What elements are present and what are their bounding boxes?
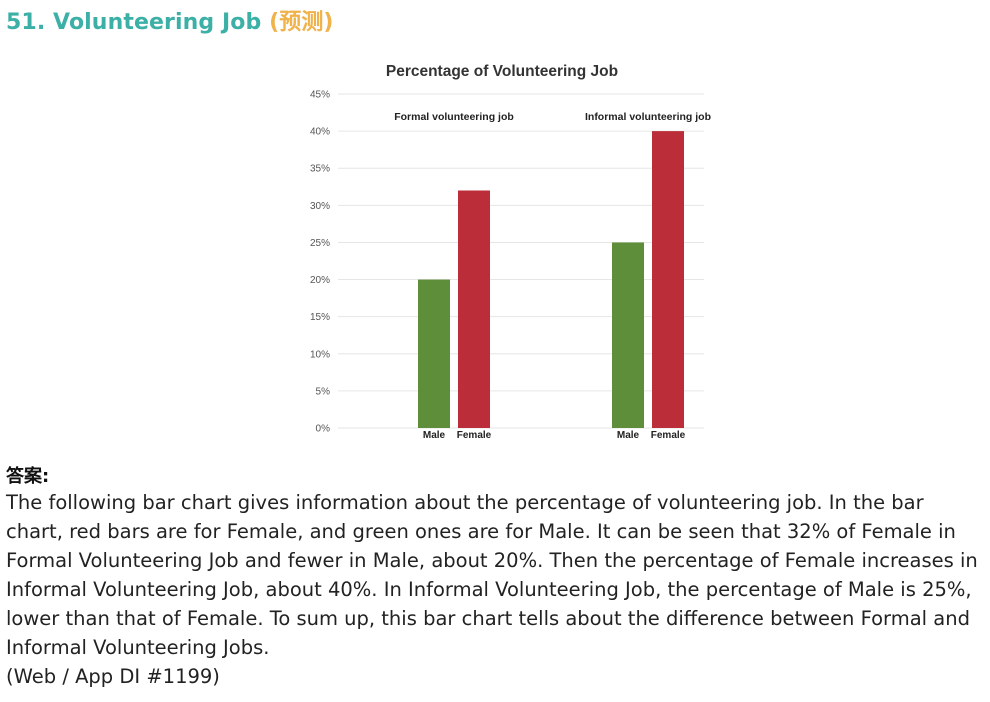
answer-text: The following bar chart gives informatio… [6, 491, 978, 659]
y-tick-label: 10% [310, 349, 330, 360]
bar-chart: Percentage of Volunteering Job 0% 5% 10% 15%… [310, 63, 711, 441]
y-tick-label: 45% [310, 90, 330, 101]
bar-male [612, 242, 644, 428]
question-title: 51. Volunteering Job [6, 10, 262, 35]
y-tick-label: 35% [310, 164, 330, 175]
bar-category-label: Male [617, 430, 640, 441]
y-tick-label: 30% [310, 201, 330, 212]
bar-male [418, 279, 450, 428]
y-tick-label: 25% [310, 238, 330, 249]
group-label: Formal volunteering job [394, 111, 514, 123]
y-tick-label: 40% [310, 127, 330, 138]
question-tag: (预测) [269, 10, 334, 35]
bar-category-label: Female [457, 430, 492, 441]
bar-female [652, 131, 684, 428]
bar-category-label: Male [423, 430, 446, 441]
chart-title: Percentage of Volunteering Job [386, 63, 618, 80]
question-heading: 51. Volunteering Job (预测) [6, 4, 334, 36]
source-reference: (Web / App DI #1199) [6, 665, 220, 688]
y-tick-label: 20% [310, 275, 330, 286]
bar-category-label: Female [651, 430, 686, 441]
y-tick-label: 5% [316, 386, 331, 397]
bar-female [458, 190, 490, 428]
group-label: Informal volunteering job [585, 111, 711, 123]
y-tick-label: 15% [310, 312, 330, 323]
answer-label: 答案: [6, 466, 50, 487]
y-tick-label: 0% [316, 424, 331, 435]
